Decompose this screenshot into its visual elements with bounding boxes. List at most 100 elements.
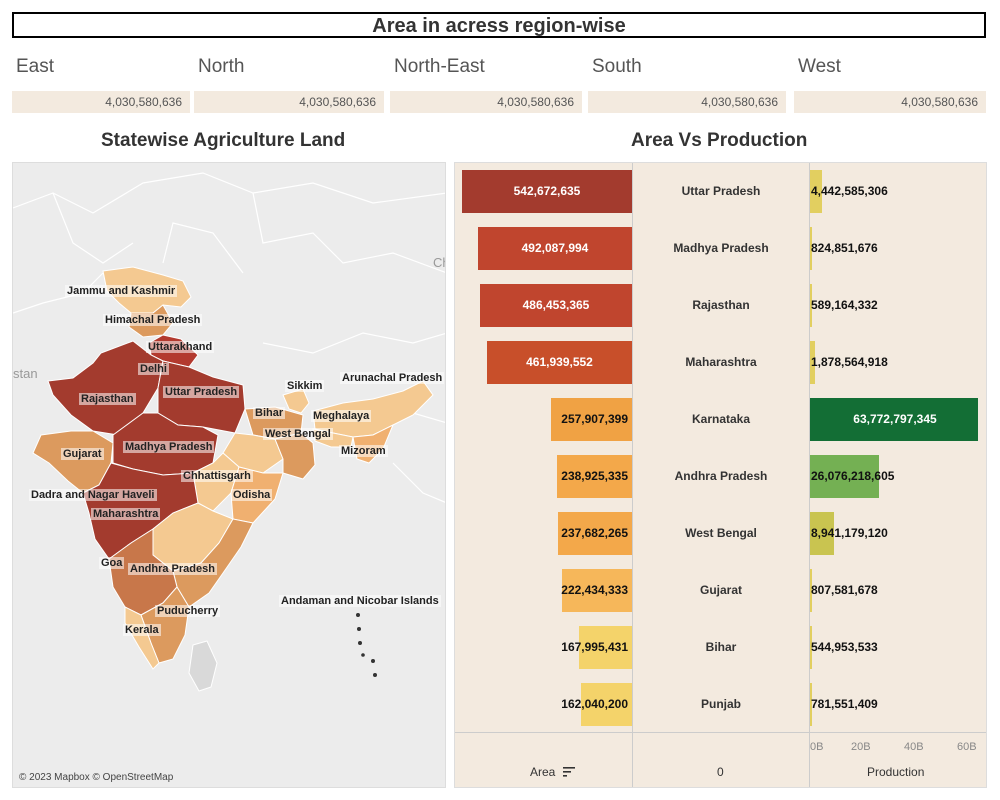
area-vs-production-chart[interactable]: 542,672,635 Uttar Pradesh 4,442,585,306 492… (454, 162, 987, 788)
chart-row[interactable]: 238,925,335 Andhra Pradesh 26,076,218,605 (455, 448, 988, 505)
map-label-uttarakhand: Uttarakhand (146, 341, 215, 353)
production-value-label: 807,581,678 (811, 583, 878, 597)
map-label-rajasthan: Rajasthan (79, 393, 136, 405)
production-value-label: 824,851,676 (811, 241, 878, 255)
production-value-label: 1,878,564,918 (811, 355, 888, 369)
axis-tick: 0B (810, 741, 824, 753)
map-label-andhra-pradesh: Andhra Pradesh (128, 563, 217, 575)
region-north-east[interactable]: North-East 4,030,580,636 (390, 56, 582, 113)
area-bar[interactable] (478, 227, 632, 270)
region-value: 4,030,580,636 (390, 91, 582, 113)
state-name-label: Andhra Pradesh (674, 469, 768, 483)
axis-tick: 60B (957, 741, 977, 753)
divider (809, 163, 810, 787)
region-value: 4,030,580,636 (194, 91, 384, 113)
production-bar[interactable] (810, 284, 812, 327)
production-bar[interactable] (810, 512, 834, 555)
production-bar[interactable] (810, 626, 812, 669)
map-credit: © 2023 Mapbox © OpenStreetMap (19, 772, 174, 783)
region-name: East (16, 56, 55, 77)
india-map[interactable]: Jammu and Kashmir Himachal Pradesh Uttar… (12, 162, 446, 788)
map-label-west-bengal: West Bengal (263, 428, 333, 440)
map-label-odisha: Odisha (231, 489, 273, 501)
region-east[interactable]: East 4,030,580,636 (12, 56, 190, 113)
area-value-label: 492,087,994 (521, 241, 589, 255)
divider (632, 163, 633, 787)
map-label-kerala: Kerala (123, 624, 161, 636)
production-value-label: 589,164,332 (811, 298, 878, 312)
state-rajasthan[interactable] (47, 340, 164, 436)
map-label-sikkim: Sikkim (285, 380, 325, 392)
state-name-label: Gujarat (699, 583, 742, 597)
region-south[interactable]: South 4,030,580,636 (588, 56, 786, 113)
state-name-label: Rajasthan (692, 298, 750, 312)
map-background-borders (13, 172, 445, 503)
region-value: 4,030,580,636 (588, 91, 786, 113)
axis-tick: 40B (904, 741, 924, 753)
area-bar[interactable] (480, 284, 632, 327)
map-label-jammu-kashmir: Jammu and Kashmir (65, 285, 178, 297)
area-value-label: 237,682,265 (561, 526, 628, 540)
region-value: 4,030,580,636 (12, 91, 190, 113)
andaman-islands (356, 613, 377, 677)
area-label-text: Area (530, 765, 556, 779)
area-value-label: 461,939,552 (526, 355, 593, 369)
map-label-uttar-pradesh: Uttar Pradesh (163, 386, 240, 398)
map-label-himachal-pradesh: Himachal Pradesh (103, 314, 203, 326)
chart-row[interactable]: 167,995,431 Bihar 544,953,533 (455, 619, 988, 676)
production-bar[interactable] (810, 569, 812, 612)
production-bar[interactable] (810, 170, 822, 213)
sort-icon[interactable] (562, 766, 575, 780)
map-edge-label-pakistan: stan (13, 366, 38, 381)
area-bar[interactable] (581, 683, 632, 726)
area-value-label: 486,453,365 (522, 298, 590, 312)
production-value-label: 781,551,409 (811, 697, 878, 711)
map-label-maharashtra: Maharashtra (91, 508, 161, 520)
map-label-goa: Goa (99, 557, 125, 569)
production-value-label: 26,076,218,605 (811, 469, 895, 483)
map-label-arunachal-pradesh: Arunachal Pradesh (340, 372, 445, 384)
area-bar[interactable] (557, 455, 632, 498)
map-label-mizoram: Mizoram (339, 445, 388, 457)
production-value-label: 8,941,179,120 (811, 526, 888, 540)
chart-row[interactable]: 257,907,399 Karnataka 63,772,797,345 (455, 391, 988, 448)
production-bar[interactable] (810, 341, 815, 384)
area-bar[interactable] (579, 626, 632, 669)
area-value-label: 167,995,431 (561, 640, 628, 654)
chart-row[interactable]: 542,672,635 Uttar Pradesh 4,442,585,306 (455, 163, 988, 220)
area-bar[interactable] (487, 341, 632, 384)
chart-row[interactable]: 222,434,333 Gujarat 807,581,678 (455, 562, 988, 619)
area-value-label: 542,672,635 (513, 184, 581, 198)
production-bar[interactable] (810, 227, 812, 270)
production-bar[interactable] (810, 455, 879, 498)
area-value-label: 162,040,200 (561, 697, 628, 711)
map-label-puducherry: Puducherry (155, 605, 221, 617)
chart-row[interactable]: 237,682,265 West Bengal 8,941,179,120 (455, 505, 988, 562)
area-axis-label[interactable]: Area (530, 765, 575, 780)
chart-row[interactable]: 486,453,365 Rajasthan 589,164,332 (455, 277, 988, 334)
state-name-label: Karnataka (691, 412, 751, 426)
state-name-label: Bihar (705, 640, 737, 654)
production-bar[interactable] (810, 398, 978, 441)
map-label-delhi: Delhi (138, 363, 169, 375)
chart-row[interactable]: 162,040,200 Punjab 781,551,409 (455, 676, 988, 733)
state-sikkim[interactable] (282, 388, 310, 414)
region-name: West (798, 56, 841, 77)
area-bar[interactable] (562, 569, 632, 612)
production-bar[interactable] (810, 683, 812, 726)
middle-axis-label: 0 (717, 765, 724, 779)
region-west[interactable]: West 4,030,580,636 (794, 56, 986, 113)
dashboard-title: Area in acress region-wise (12, 12, 986, 38)
chart-row[interactable]: 492,087,994 Madhya Pradesh 824,851,676 (455, 220, 988, 277)
area-bar[interactable] (558, 512, 632, 555)
production-value-label: 544,953,533 (811, 640, 878, 654)
map-label-andaman-nicobar: Andaman and Nicobar Islands (279, 595, 441, 607)
state-name-label: Madhya Pradesh (673, 241, 769, 255)
area-bar[interactable] (551, 398, 632, 441)
region-north[interactable]: North 4,030,580,636 (194, 56, 384, 113)
map-edge-label-china: Ch (433, 255, 445, 270)
divider (455, 732, 986, 733)
chart-row[interactable]: 461,939,552 Maharashtra 1,878,564,918 (455, 334, 988, 391)
area-bar[interactable] (462, 170, 632, 213)
chart-title: Area Vs Production (631, 130, 808, 151)
